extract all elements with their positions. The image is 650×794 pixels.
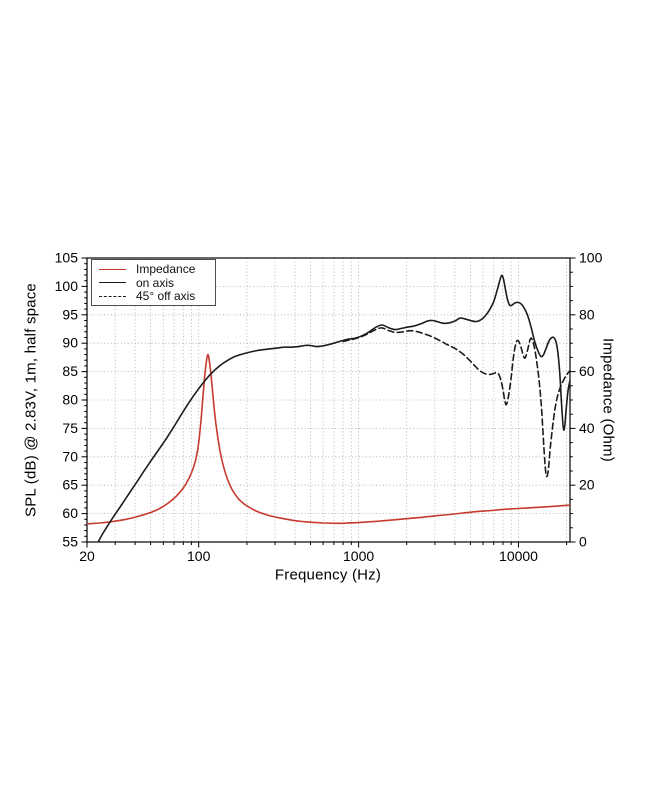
legend-item-on-axis: on axis <box>99 276 215 289</box>
y-right-tick-label: 40 <box>579 420 595 436</box>
y-left-tick-label: 95 <box>62 306 78 322</box>
legend: Impedance on axis 45° off axis <box>91 259 216 306</box>
impedance-curve <box>87 353 570 525</box>
y-left-tick-label: 85 <box>62 363 78 379</box>
y-left-tick-label: 80 <box>62 392 78 408</box>
y-left-tick-label: 65 <box>62 477 78 493</box>
x-tick-label: 10000 <box>499 548 538 564</box>
legend-item-impedance: Impedance <box>99 263 215 276</box>
legend-label-on-axis: on axis <box>136 275 175 290</box>
y-left-tick-label: 55 <box>62 534 78 550</box>
y-right-tick-label: 60 <box>579 363 595 379</box>
on-axis-line-sample <box>99 282 126 283</box>
y-axis-right-title: Impedance (Ohm) <box>599 338 617 462</box>
y-right-tick-label: 80 <box>579 306 595 322</box>
x-tick-label: 20 <box>79 548 95 564</box>
y-left-tick-label: 105 <box>55 250 79 266</box>
plot-border <box>86 257 571 543</box>
y-axis-left-title: SPL (dB) @ 2.83V, 1m, half space <box>22 283 40 517</box>
legend-label-off-axis: 45° off axis <box>136 289 196 303</box>
plot-grid <box>87 258 570 542</box>
y-left-tick-label: 60 <box>62 505 78 521</box>
off-axis-45-curve <box>342 327 570 478</box>
x-tick-label: 1000 <box>343 548 374 564</box>
y-left-tick-label: 100 <box>55 278 79 294</box>
y-right-tick-label: 0 <box>579 534 587 550</box>
y-right-tick-label: 20 <box>579 477 595 493</box>
x-tick-label: 100 <box>187 548 211 564</box>
impedance-line-sample <box>99 268 126 270</box>
on-axis-curve <box>97 274 570 542</box>
y-left-tick-label: 75 <box>62 420 78 436</box>
off-axis-line-sample <box>99 295 126 297</box>
y-left-tick-label: 90 <box>62 335 78 351</box>
legend-label-impedance: Impedance <box>136 262 196 276</box>
tick-labels: 20 100 1000 10000 55 60 65 70 75 80 85 90 95 100 105 0 2… <box>55 250 603 565</box>
y-left-tick-label: 70 <box>62 448 78 464</box>
legend-item-off-axis: 45° off axis <box>99 290 215 303</box>
y-right-tick-label: 100 <box>579 250 603 266</box>
x-axis-title: Frequency (Hz) <box>274 566 382 584</box>
